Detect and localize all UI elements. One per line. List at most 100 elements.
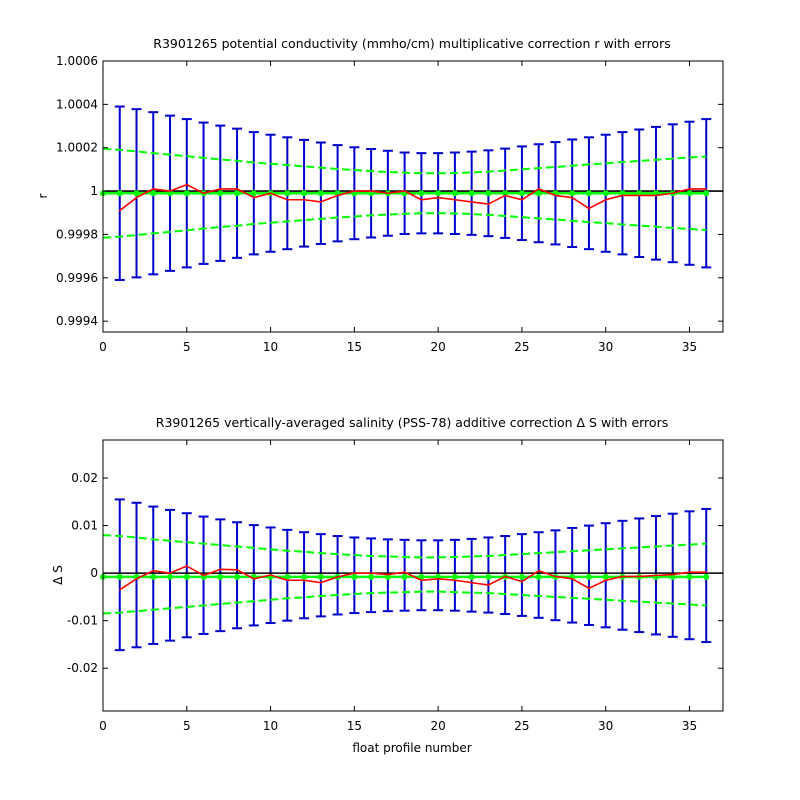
fit-point bbox=[418, 573, 425, 580]
x-ticks-delta-s: 0 5 10 15 20 25 30 35 bbox=[99, 440, 697, 733]
x-tick-label: 0 bbox=[99, 340, 107, 354]
y-axis-label-r: r bbox=[36, 193, 50, 198]
fit-lower-bound bbox=[102, 212, 707, 239]
fit-point bbox=[401, 573, 408, 580]
y-tick-label: 0.9994 bbox=[56, 314, 98, 328]
fit-point bbox=[468, 190, 475, 197]
y-tick-label: 1.0006 bbox=[56, 54, 98, 68]
correction-point bbox=[655, 574, 657, 577]
plot-panel-delta-s: R3901265 vertically-averaged salinity (P… bbox=[51, 415, 724, 733]
plot-marks-r bbox=[100, 105, 723, 281]
correction-point bbox=[236, 188, 238, 190]
fit-point bbox=[167, 573, 174, 580]
fit-lower-bound bbox=[102, 590, 707, 615]
x-tick-label: 30 bbox=[598, 719, 613, 733]
fit-point bbox=[585, 190, 592, 197]
correction-point bbox=[403, 571, 406, 573]
correction-point bbox=[554, 575, 557, 578]
correction-point bbox=[118, 588, 121, 591]
correction-point bbox=[420, 198, 423, 201]
correction-point bbox=[152, 188, 155, 190]
y-tick-label: 0.9998 bbox=[56, 227, 98, 241]
correction-point bbox=[219, 188, 222, 190]
x-tick-label: 15 bbox=[347, 719, 362, 733]
correction-point bbox=[403, 190, 406, 192]
y-ticks-r: 0.9994 0.9996 0.9998 1 1.0002 1.0004 1.0006 bbox=[56, 54, 723, 328]
fit-point bbox=[116, 190, 123, 197]
fit-point bbox=[585, 573, 592, 580]
x-tick-label: 25 bbox=[514, 340, 529, 354]
fit-point bbox=[703, 573, 710, 580]
correction-point bbox=[269, 192, 272, 195]
fit-upper-bound bbox=[102, 147, 707, 175]
correction-point bbox=[336, 576, 339, 578]
correction-point bbox=[537, 569, 540, 572]
correction-point bbox=[454, 579, 456, 582]
correction-point bbox=[688, 571, 691, 573]
fit-point bbox=[435, 190, 442, 197]
plot-frame-r bbox=[102, 60, 724, 333]
correction-point bbox=[387, 192, 389, 195]
correction-point bbox=[420, 579, 423, 582]
correction-point bbox=[554, 194, 557, 197]
y-tick-label: 0 bbox=[90, 566, 98, 580]
fit-point bbox=[150, 573, 157, 580]
x-tick-label: 10 bbox=[263, 340, 278, 354]
x-tick-label: 15 bbox=[347, 340, 362, 354]
fit-point bbox=[418, 190, 425, 197]
correction-point bbox=[185, 183, 188, 186]
fit-point bbox=[167, 190, 174, 197]
correction-point bbox=[202, 192, 205, 195]
fit-point bbox=[250, 190, 257, 197]
correction-point bbox=[671, 573, 674, 576]
fit-point bbox=[602, 573, 609, 580]
fit-point bbox=[703, 190, 710, 197]
fit-point bbox=[535, 573, 542, 580]
x-tick-label: 30 bbox=[598, 340, 613, 354]
y-tick-label: 0.9996 bbox=[56, 271, 98, 285]
correction-point bbox=[705, 188, 708, 190]
fit-point bbox=[451, 573, 458, 580]
fit-point bbox=[217, 573, 224, 580]
correction-point bbox=[219, 568, 222, 571]
fit-point bbox=[535, 190, 542, 197]
fit-upper-bound bbox=[102, 534, 707, 559]
fit-point bbox=[569, 190, 576, 197]
chart-title-r: R3901265 potential conductivity (mmho/cm… bbox=[153, 36, 670, 51]
correction-point bbox=[571, 196, 573, 199]
correction-point bbox=[135, 196, 138, 199]
correction-point bbox=[588, 587, 590, 590]
correction-point bbox=[353, 190, 356, 192]
x-tick-label: 10 bbox=[263, 719, 278, 733]
plot-panel-r: R3901265 potential conductivity (mmho/cm… bbox=[36, 36, 724, 354]
y-tick-label: -0.02 bbox=[67, 661, 98, 675]
correction-point bbox=[118, 209, 121, 212]
fit-point bbox=[183, 573, 190, 580]
correction-point bbox=[253, 578, 255, 580]
correction-point bbox=[336, 194, 339, 197]
y-ticks-delta-s: -0.02 -0.01 0 0.01 0.02 bbox=[67, 471, 723, 675]
correction-point bbox=[537, 188, 540, 190]
y-tick-label: 1 bbox=[90, 184, 98, 198]
fit-point bbox=[468, 573, 475, 580]
x-tick-label: 5 bbox=[183, 719, 191, 733]
correction-point bbox=[437, 196, 439, 199]
correction-line bbox=[119, 565, 707, 591]
correction-point bbox=[286, 198, 289, 201]
fit-point bbox=[133, 190, 140, 197]
chart-title-delta-s: R3901265 vertically-averaged salinity (P… bbox=[156, 415, 668, 430]
correction-point bbox=[370, 190, 372, 192]
correction-point bbox=[688, 188, 691, 190]
x-tick-label: 35 bbox=[682, 719, 697, 733]
correction-point bbox=[253, 196, 255, 199]
fit-point bbox=[150, 190, 157, 197]
x-tick-label: 20 bbox=[430, 340, 445, 354]
correction-point bbox=[621, 575, 624, 578]
fit-point bbox=[384, 573, 391, 580]
fit-point bbox=[116, 573, 123, 580]
correction-point bbox=[437, 578, 439, 580]
correction-point bbox=[638, 194, 641, 197]
correction-point bbox=[202, 574, 205, 577]
x-ticks-r: 0 5 10 15 20 25 30 35 bbox=[99, 61, 697, 354]
fit-point bbox=[217, 190, 224, 197]
